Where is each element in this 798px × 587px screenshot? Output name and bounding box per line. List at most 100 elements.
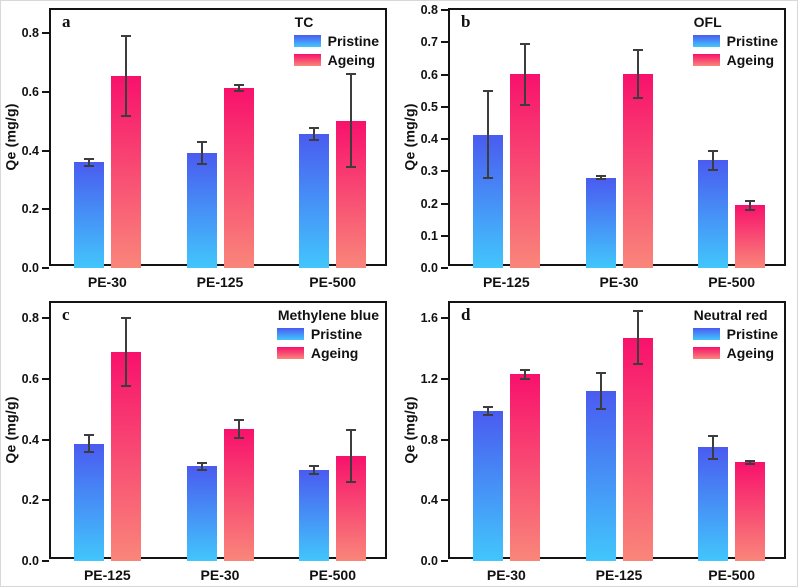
bar-ageing [735,462,766,561]
legend-entry-ageing: Ageing [293,52,379,68]
error-bar-cap-top [632,310,643,313]
y-tick-label: 0.0 [420,554,438,568]
error-bar-cap-top [233,418,244,421]
y-tick-label: 0.8 [21,311,39,326]
legend-entry-ageing: Ageing [692,52,778,68]
error-bar-cap-bottom [745,208,756,211]
error-bar-cap-top [346,429,357,432]
error-bar-cap-top [745,460,756,463]
ageing-swatch-icon [276,347,304,359]
y-tick-label: 1.2 [420,371,438,386]
y-tick-label: 0.0 [420,261,438,275]
y-tick [441,202,448,205]
bar-ageing [622,337,653,561]
y-tick [441,105,448,108]
error-bar-line [350,74,353,167]
error-bar-line [313,466,316,474]
y-tick [42,499,49,502]
error-bar-cap-top [708,149,719,152]
y-tick-label: 0.4 [21,432,39,447]
y-tick [441,438,448,441]
error-bar-line [599,372,602,410]
y-tick [441,377,448,380]
error-bar-cap-bottom [196,468,207,471]
legend-title: Neutral red [693,307,768,323]
x-category-label: PE-500 [309,567,356,583]
error-bar-cap-top [196,140,207,143]
legend-label-ageing: Ageing [327,52,376,68]
y-tick-label: 0.8 [420,432,438,447]
legend-entry-ageing: Ageing [276,345,379,361]
error-bar-cap-top [519,42,530,45]
error-bar-cap-bottom [519,103,530,106]
legend-entry-pristine: Pristine [692,326,778,342]
bar-pristine [186,153,217,268]
legend-b: OFL Pristine Ageing [692,14,778,68]
error-bar-line [313,127,316,140]
error-bar-cap-bottom [632,363,643,366]
ageing-swatch-icon [692,54,720,66]
legend-entry-pristine: Pristine [692,33,778,49]
legend-a: TC Pristine Ageing [293,14,379,68]
bar-ageing [223,428,254,561]
y-tick-label: 0.2 [21,202,39,217]
plot-area-b: Qe (mg/g) b OFL Pristine Ageing 0.0 0.1 0.… [402,4,786,290]
error-bar-cap-bottom [595,408,606,411]
y-tick [42,377,49,380]
bar-pristine [299,469,330,561]
error-bar-cap-bottom [708,457,719,460]
panel-c: Qe (mg/g) c Methylene blue Pristine Agei… [1,294,400,586]
error-bar-cap-bottom [595,178,606,181]
y-tick [441,41,448,44]
bar-ageing [509,74,540,268]
error-bar-cap-bottom [309,138,320,141]
error-bar-line [486,406,489,415]
y-tick-label: 0.4 [420,493,438,508]
panel-b: Qe (mg/g) b OFL Pristine Ageing 0.0 0.1 0.… [400,1,797,294]
error-bar-cap-top [632,48,643,51]
error-bar-line [200,141,203,165]
legend-label-pristine: Pristine [310,326,363,342]
ageing-swatch-icon [293,54,321,66]
y-tick-label: 0.2 [21,493,39,508]
y-tick-label: 0.0 [21,261,39,275]
error-bar-cap-top [482,90,493,93]
x-category-label: PE-30 [87,274,127,290]
y-axis-label: Qe (mg/g) [3,303,20,557]
x-category-label: PE-500 [708,567,755,583]
y-axis-label-text: Qe (mg/g) [3,396,20,464]
bar-ageing [509,374,540,561]
y-tick-label: 0.0 [21,554,39,568]
pristine-swatch-icon [692,35,720,47]
y-tick-label: 0.3 [420,164,438,179]
plot-area-c: Qe (mg/g) c Methylene blue Pristine Agei… [3,301,387,583]
y-tick [42,560,49,562]
error-bar-cap-top [120,317,131,320]
legend-entry-ageing: Ageing [692,345,778,361]
error-bar-cap-bottom [482,177,493,180]
x-category-label: PE-125 [595,567,643,583]
y-tick-label: 0.6 [420,67,438,82]
y-axis-label-text: Qe (mg/g) [3,103,20,171]
y-tick [441,267,448,269]
bar-pristine [585,391,616,561]
error-bar-line [599,176,602,180]
error-bar-cap-bottom [745,462,756,465]
error-bar-line [712,150,715,170]
error-bar-cap-bottom [708,168,719,171]
error-bar-cap-bottom [196,163,207,166]
error-bar-line [712,435,715,459]
y-tick-label: 0.4 [420,132,438,146]
error-bar-cap-top [83,157,94,160]
error-bar-cap-bottom [309,472,320,475]
x-category-label: PE-30 [200,567,240,583]
bar-pristine [73,443,104,561]
error-bar-cap-top [745,200,756,203]
error-bar-cap-bottom [233,437,244,440]
error-bar-cap-bottom [519,377,530,380]
x-category-label: PE-125 [196,274,244,290]
y-tick-label: 0.5 [420,99,438,114]
bar-pristine [698,447,729,561]
y-tick [42,32,49,35]
legend-title: TC [294,14,314,30]
